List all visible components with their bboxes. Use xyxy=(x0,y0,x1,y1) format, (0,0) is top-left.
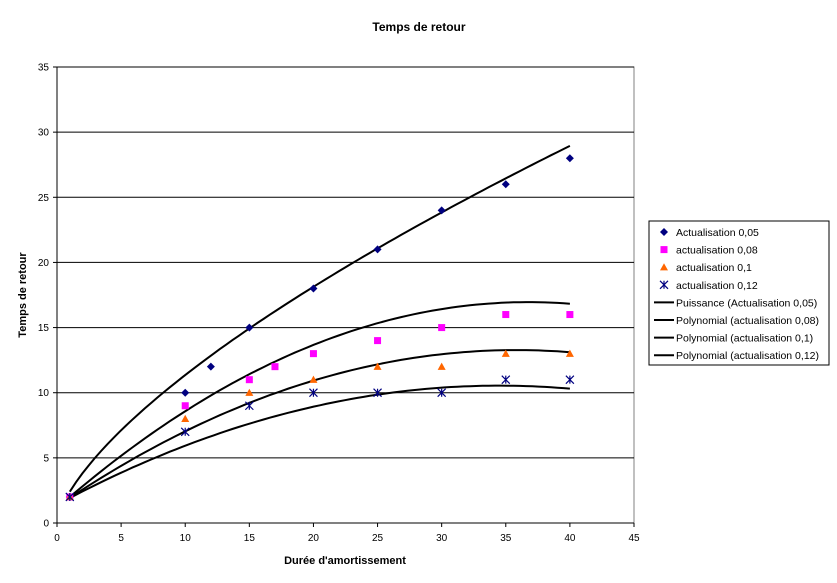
legend-label: actualisation 0,12 xyxy=(676,280,758,292)
data-point xyxy=(438,324,446,332)
data-point xyxy=(502,311,510,319)
y-tick-label: 10 xyxy=(38,388,50,399)
legend-label: actualisation 0,1 xyxy=(676,262,752,274)
y-tick-label: 0 xyxy=(43,519,49,530)
data-point xyxy=(501,180,510,189)
data-point xyxy=(565,375,575,385)
data-point xyxy=(437,388,447,398)
y-tick-label: 5 xyxy=(43,453,49,464)
plot-area: 0 5 10 15 20 25 30 35 0 5 10 15 20 25 30 35 40 45 xyxy=(38,63,640,545)
x-tick-label: 20 xyxy=(308,533,320,544)
x-tick-label: 10 xyxy=(180,533,192,544)
y-tick-label: 30 xyxy=(38,128,50,139)
x-axis-title: Durée d'amortissement xyxy=(284,555,406,567)
x-tick-label: 25 xyxy=(372,533,384,544)
trendline xyxy=(69,301,570,498)
legend-marker xyxy=(660,263,668,271)
legend-label: Polynomial (actualisation 0,1) xyxy=(676,333,813,345)
data-point xyxy=(565,154,574,163)
legend-label: Puissance (Actualisation 0,05) xyxy=(676,297,817,309)
data-point xyxy=(181,402,189,410)
legend-marker xyxy=(659,280,669,290)
data-point xyxy=(65,492,75,502)
legend-marker xyxy=(660,246,668,254)
legend-box xyxy=(648,220,830,366)
data-point xyxy=(245,388,254,396)
data-point xyxy=(437,206,446,215)
data-point xyxy=(206,362,215,371)
data-point xyxy=(373,362,382,370)
data-point xyxy=(373,388,382,398)
trendline xyxy=(69,384,570,499)
data-point xyxy=(245,323,254,332)
data-point xyxy=(244,401,254,411)
data-point xyxy=(309,350,317,358)
y-axis-title: Temps de retour xyxy=(17,252,29,338)
chart-title: Temps de retour xyxy=(372,20,465,34)
data-point xyxy=(566,311,574,319)
data-point xyxy=(180,427,190,437)
legend-label: Polynomial (actualisation 0,12) xyxy=(676,350,819,362)
data-point xyxy=(271,363,279,371)
data-point xyxy=(373,245,382,254)
y-tick-label: 20 xyxy=(38,258,50,269)
data-point xyxy=(309,284,318,293)
y-tick-label: 25 xyxy=(38,193,50,204)
data-point xyxy=(181,388,190,397)
x-tick-label: 35 xyxy=(500,533,512,544)
y-tick-label: 35 xyxy=(38,63,50,74)
y-tick-label: 15 xyxy=(38,323,50,334)
data-point xyxy=(309,388,318,398)
data-point xyxy=(565,349,574,357)
trendline xyxy=(68,145,571,493)
x-tick-label: 30 xyxy=(436,533,448,544)
data-point xyxy=(245,376,253,384)
x-tick-label: 5 xyxy=(118,533,124,544)
legend-label: Actualisation 0,05 xyxy=(676,227,759,239)
x-tick-label: 0 xyxy=(54,533,60,544)
data-point xyxy=(374,337,382,345)
x-tick-label: 15 xyxy=(244,533,256,544)
legend-label: Polynomial (actualisation 0,08) xyxy=(676,315,819,327)
trendline xyxy=(69,349,570,499)
data-point xyxy=(437,362,446,370)
legend-marker xyxy=(660,228,668,236)
data-point xyxy=(501,349,510,357)
data-point xyxy=(309,375,318,383)
legend: Actualisation 0,05 actualisation 0,08 actu… xyxy=(648,220,830,366)
plot-frame xyxy=(56,66,635,524)
data-point xyxy=(501,375,511,385)
data-point xyxy=(181,414,190,422)
x-tick-label: 45 xyxy=(628,533,640,544)
legend-label: actualisation 0,08 xyxy=(676,245,758,257)
x-tick-label: 40 xyxy=(564,533,576,544)
